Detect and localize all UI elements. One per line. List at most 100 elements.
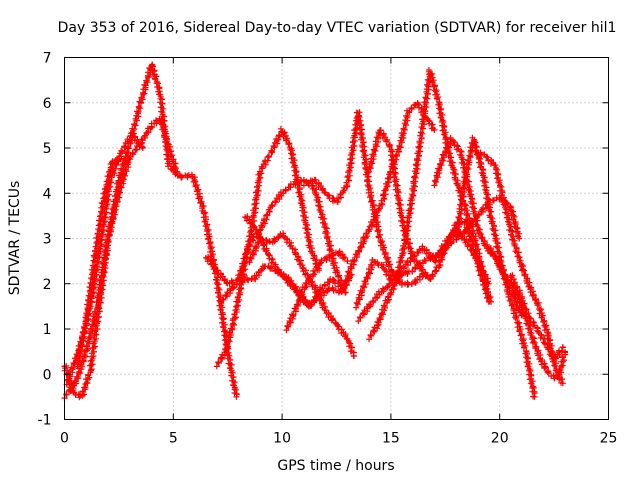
data-point	[399, 279, 406, 286]
data-point	[276, 132, 283, 139]
data-point	[321, 306, 328, 313]
data-point	[362, 278, 369, 285]
data-point	[213, 363, 220, 370]
data-point	[357, 314, 364, 321]
data-point	[268, 147, 275, 154]
data-point	[281, 129, 288, 136]
x-tick-label: 20	[491, 431, 509, 447]
data-point	[160, 123, 166, 130]
data-point	[345, 268, 352, 275]
data-point	[253, 192, 260, 199]
data-point	[384, 284, 391, 290]
data-point	[334, 322, 341, 329]
data-point	[516, 235, 523, 242]
data-point	[167, 143, 174, 150]
data-point	[263, 236, 270, 243]
y-tick-label: 0	[43, 367, 52, 383]
data-point	[381, 303, 388, 310]
data-point	[202, 223, 209, 229]
data-point	[316, 198, 323, 205]
data-point	[264, 153, 271, 160]
data-point	[96, 254, 103, 261]
data-point	[367, 270, 373, 277]
data-point	[363, 274, 370, 281]
series-arc-16	[366, 67, 493, 343]
data-point	[77, 341, 84, 348]
data-point	[417, 129, 424, 136]
data-point	[389, 161, 396, 167]
x-tick-label: 10	[273, 431, 291, 447]
data-point	[192, 183, 199, 190]
data-point	[340, 254, 347, 260]
data-point	[305, 226, 311, 233]
data-point	[226, 338, 233, 345]
data-point	[321, 289, 328, 296]
series-arc-10	[283, 248, 351, 334]
data-point	[321, 215, 328, 222]
data-point	[348, 160, 355, 167]
data-point	[420, 111, 427, 118]
data-point	[298, 257, 304, 264]
data-point	[159, 100, 166, 107]
data-point	[103, 201, 110, 208]
data-point	[380, 285, 386, 292]
data-point	[135, 103, 142, 110]
data-point	[223, 342, 230, 349]
data-point	[422, 257, 429, 264]
data-point	[328, 317, 335, 324]
data-point	[117, 189, 123, 196]
data-point	[374, 259, 381, 266]
data-point	[289, 159, 296, 166]
data-point	[387, 290, 394, 297]
x-tick-label: 0	[60, 431, 69, 447]
data-point	[286, 318, 293, 324]
data-point	[365, 227, 372, 233]
data-point	[391, 178, 398, 185]
data-point	[116, 194, 123, 201]
data-point	[366, 163, 373, 170]
data-point	[285, 323, 292, 330]
data-point	[275, 234, 282, 241]
data-point	[286, 184, 293, 191]
data-point	[69, 364, 76, 371]
data-point	[74, 358, 81, 365]
data-point	[152, 75, 158, 82]
data-point	[88, 284, 95, 291]
y-tick-label: 3	[43, 232, 52, 248]
data-point	[135, 140, 142, 147]
data-point	[234, 294, 241, 301]
data-point	[432, 267, 439, 274]
data-point	[213, 267, 220, 274]
data-point	[293, 301, 300, 308]
data-point	[253, 205, 259, 212]
data-point	[215, 359, 222, 366]
data-point	[232, 307, 239, 314]
data-point	[376, 127, 383, 134]
data-point	[87, 287, 94, 294]
data-points	[61, 61, 569, 402]
data-point	[285, 141, 292, 148]
data-point	[361, 278, 368, 285]
data-point	[248, 255, 255, 262]
data-point	[85, 292, 92, 299]
data-point	[399, 271, 406, 277]
data-point	[87, 334, 94, 340]
data-point	[218, 354, 225, 361]
data-point	[143, 77, 149, 84]
data-point	[367, 332, 374, 338]
data-point	[245, 277, 252, 284]
data-point	[104, 247, 111, 254]
data-point	[100, 269, 107, 276]
data-point	[105, 196, 112, 203]
data-point	[304, 234, 311, 241]
data-point	[381, 196, 388, 202]
data-point	[227, 330, 234, 337]
x-tick-label: 5	[169, 431, 178, 447]
data-point	[249, 250, 256, 256]
data-point	[448, 230, 455, 236]
y-tick-label: 6	[43, 96, 52, 112]
data-point	[395, 275, 401, 282]
data-point	[212, 276, 219, 283]
data-point	[444, 241, 451, 248]
data-point	[397, 201, 404, 208]
